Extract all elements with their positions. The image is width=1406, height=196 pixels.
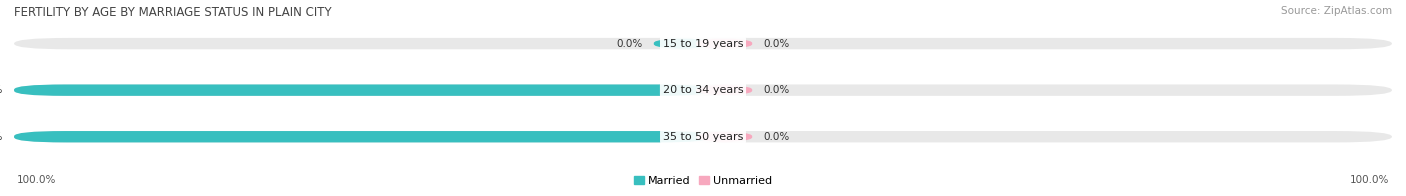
Text: 20 to 34 years: 20 to 34 years [662, 85, 744, 95]
Text: 100.0%: 100.0% [17, 175, 56, 185]
FancyBboxPatch shape [654, 38, 710, 49]
Text: Source: ZipAtlas.com: Source: ZipAtlas.com [1281, 6, 1392, 16]
Text: 15 to 19 years: 15 to 19 years [662, 39, 744, 49]
Text: FERTILITY BY AGE BY MARRIAGE STATUS IN PLAIN CITY: FERTILITY BY AGE BY MARRIAGE STATUS IN P… [14, 6, 332, 19]
Text: 0.0%: 0.0% [763, 39, 790, 49]
Text: 100.0%: 100.0% [0, 132, 3, 142]
FancyBboxPatch shape [14, 131, 1392, 142]
FancyBboxPatch shape [14, 84, 710, 96]
FancyBboxPatch shape [696, 84, 752, 96]
FancyBboxPatch shape [696, 131, 752, 142]
Text: 100.0%: 100.0% [1350, 175, 1389, 185]
Text: 0.0%: 0.0% [763, 132, 790, 142]
FancyBboxPatch shape [14, 84, 1392, 96]
Text: 35 to 50 years: 35 to 50 years [662, 132, 744, 142]
FancyBboxPatch shape [14, 131, 710, 142]
FancyBboxPatch shape [14, 38, 1392, 49]
Text: 100.0%: 100.0% [0, 85, 3, 95]
FancyBboxPatch shape [696, 38, 752, 49]
Text: 0.0%: 0.0% [616, 39, 643, 49]
Text: 0.0%: 0.0% [763, 85, 790, 95]
Legend: Married, Unmarried: Married, Unmarried [630, 172, 776, 191]
